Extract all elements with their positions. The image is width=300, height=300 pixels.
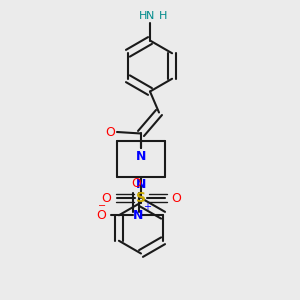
Text: H: H (139, 11, 147, 21)
Text: −: − (98, 201, 106, 211)
Text: S: S (136, 191, 146, 205)
Text: O: O (131, 177, 141, 190)
Text: +: + (143, 202, 151, 212)
Text: O: O (106, 125, 116, 139)
Text: O: O (171, 191, 181, 205)
Text: N: N (132, 209, 143, 222)
Text: O: O (101, 191, 111, 205)
Text: N: N (136, 178, 146, 191)
Text: O: O (96, 209, 106, 222)
Text: H: H (159, 11, 167, 21)
Text: N: N (146, 11, 154, 21)
Text: N: N (136, 150, 146, 163)
